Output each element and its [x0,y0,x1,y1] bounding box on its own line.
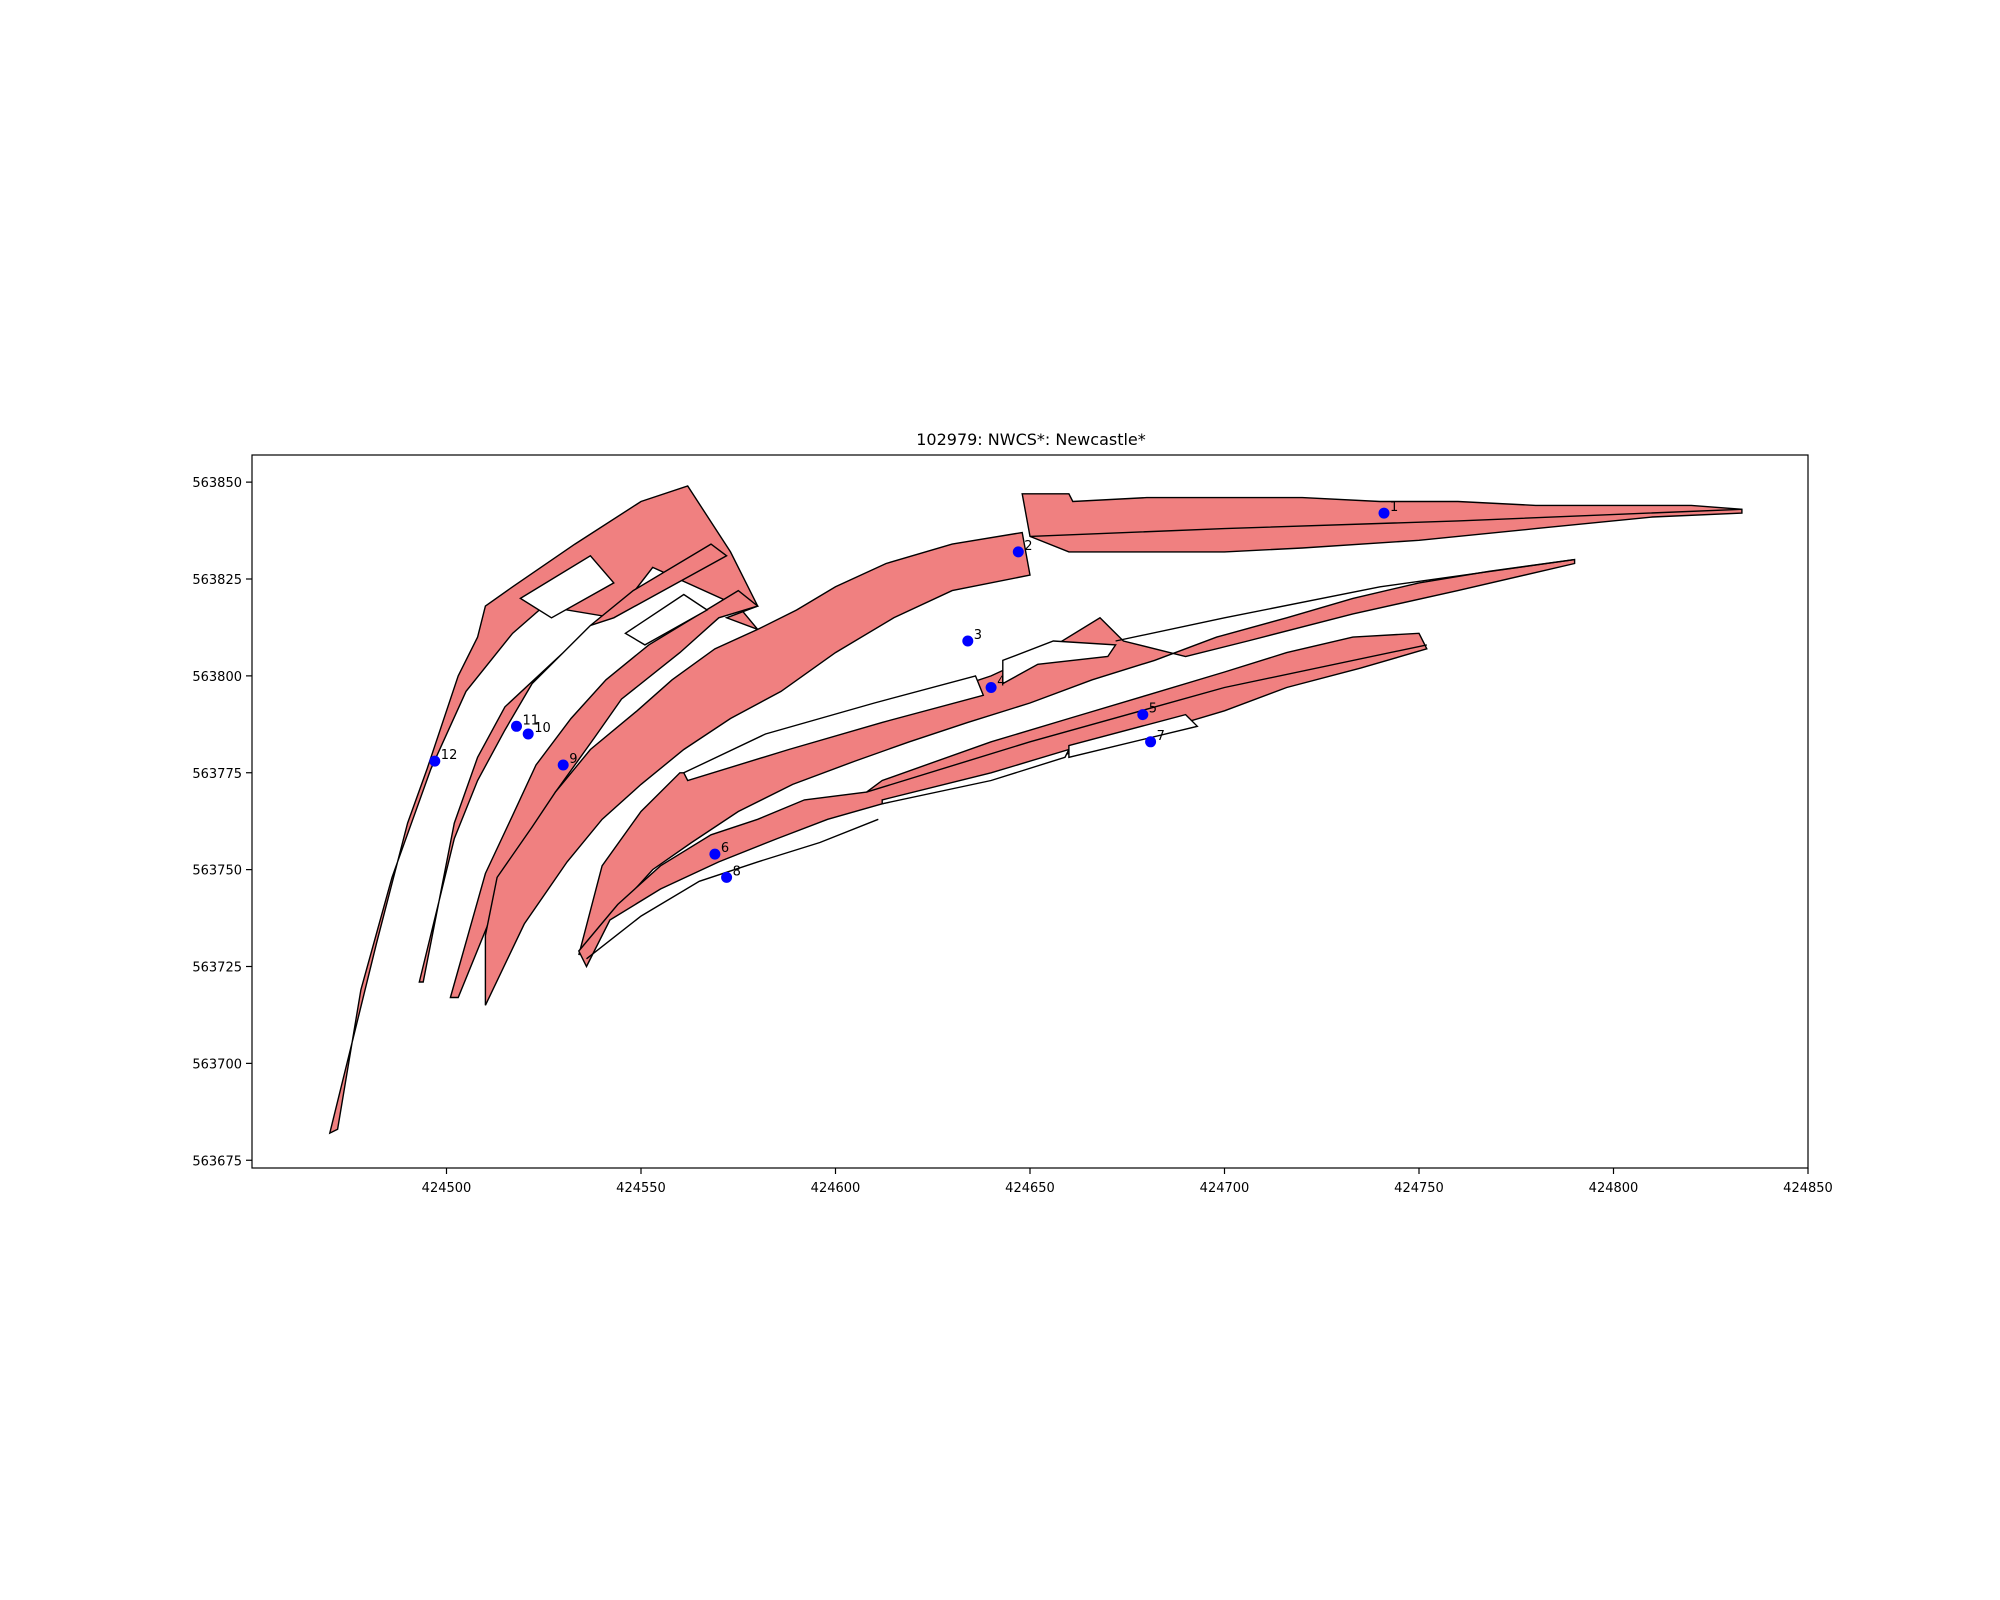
point-label-4: 4 [997,675,1005,690]
point-marker-10 [522,728,534,740]
polygon-edge-3 [866,644,1427,793]
point-marker-3 [962,635,974,647]
point-label-2: 2 [1024,539,1032,554]
polygon-hole-1 [519,554,615,619]
point-marker-5 [1137,709,1149,721]
track-polygon-2 [418,543,728,983]
polygon-edge-1 [1029,508,1742,538]
point-label-7: 7 [1157,729,1165,744]
x-tick-label: 424550 [616,1181,666,1196]
axes: 424500 424550 424600 424650 424700 424750 4248… [192,476,1832,1196]
point-marker-11 [511,720,522,732]
point-marker-8 [721,871,733,883]
point-marker-12 [429,755,441,767]
polygon-hole-6 [1068,713,1199,759]
x-tick-label: 424600 [811,1181,861,1196]
y-tick-label: 563825 [192,573,242,588]
polygon-edge-4 [586,818,879,960]
y-tick-label: 563725 [192,961,242,976]
polygon-hole-5 [881,748,1071,805]
point-label-12: 12 [441,748,458,763]
polygon-edge-2 [1115,558,1575,642]
point-label-10: 10 [534,721,551,736]
y-tick-label: 563700 [192,1057,242,1072]
point-label-3: 3 [974,628,982,643]
track-polygon-6 [577,632,1428,969]
y-tick-label: 563775 [192,767,242,782]
y-tick-label: 563800 [192,670,242,685]
y-tick-label: 563675 [192,1154,242,1169]
point-label-6: 6 [721,841,729,856]
point-marker-4 [985,682,997,693]
x-tick-label: 424500 [422,1181,472,1196]
chart-title: 102979: NWCS*: Newcastle* [916,430,1146,449]
x-tick-label: 424650 [1005,1181,1055,1196]
point-label-11: 11 [523,713,540,728]
point-marker-1 [1378,507,1390,519]
track-polygon-4 [484,531,1031,1006]
y-tick-label: 563850 [192,476,242,491]
x-tick-label: 424750 [1394,1181,1444,1196]
point-label-5: 5 [1149,702,1157,717]
point-label-8: 8 [733,864,741,879]
point-marker-6 [709,848,721,860]
polygon-hole-3 [682,675,985,782]
point-label-1: 1 [1390,500,1398,515]
x-tick-label: 424850 [1783,1181,1833,1196]
point-label-9: 9 [569,752,577,767]
x-tick-label: 424800 [1589,1181,1639,1196]
y-tick-label: 563750 [192,864,242,879]
point-marker-7 [1145,736,1157,748]
x-tick-label: 424700 [1200,1181,1250,1196]
point-marker-9 [557,759,569,771]
point-marker-2 [1012,546,1024,558]
polygon-hole-2 [624,593,709,646]
polygon-hole-4 [1002,640,1117,685]
